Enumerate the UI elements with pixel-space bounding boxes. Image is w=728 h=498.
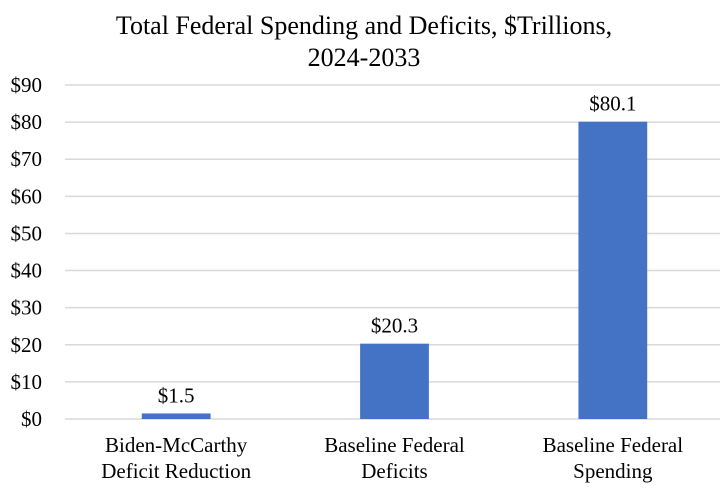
x-tick-label: Baseline Federal xyxy=(324,433,465,457)
y-tick-label: $70 xyxy=(11,147,43,171)
y-tick-label: $0 xyxy=(21,407,42,431)
x-tick-label: Baseline Federal xyxy=(543,433,684,457)
y-tick-label: $90 xyxy=(11,73,43,97)
y-axis: $0 $10 $20 $30 $40 $50 $60 $70 $80 $90 xyxy=(11,73,43,431)
y-tick-label: $20 xyxy=(11,333,43,357)
chart-title-line-1: Total Federal Spending and Deficits, $Tr… xyxy=(115,11,613,40)
data-labels: $1.5 $20.3 $80.1 xyxy=(158,92,637,408)
x-tick-label: Spending xyxy=(573,459,653,483)
y-tick-label: $40 xyxy=(11,259,43,283)
y-tick-label: $50 xyxy=(11,221,43,245)
x-tick-label: Biden-McCarthy xyxy=(105,433,248,457)
x-tick-label: Deficit Reduction xyxy=(101,459,251,483)
x-tick-label: Deficits xyxy=(361,459,427,483)
bar xyxy=(360,343,429,419)
y-tick-label: $10 xyxy=(11,370,43,394)
chart-title: Total Federal Spending and Deficits, $Tr… xyxy=(0,10,728,74)
chart-title-line-2: 2024-2033 xyxy=(307,43,421,72)
y-tick-label: $80 xyxy=(11,110,43,134)
y-tick-label: $30 xyxy=(11,296,43,320)
data-label: $1.5 xyxy=(158,383,195,407)
data-label: $80.1 xyxy=(589,92,636,116)
data-label: $20.3 xyxy=(371,314,418,338)
bar xyxy=(578,121,648,420)
y-tick-label: $60 xyxy=(11,184,43,208)
bars xyxy=(141,121,648,420)
bar xyxy=(141,413,211,419)
